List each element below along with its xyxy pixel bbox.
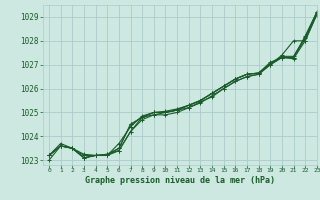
X-axis label: Graphe pression niveau de la mer (hPa): Graphe pression niveau de la mer (hPa) bbox=[85, 176, 275, 185]
